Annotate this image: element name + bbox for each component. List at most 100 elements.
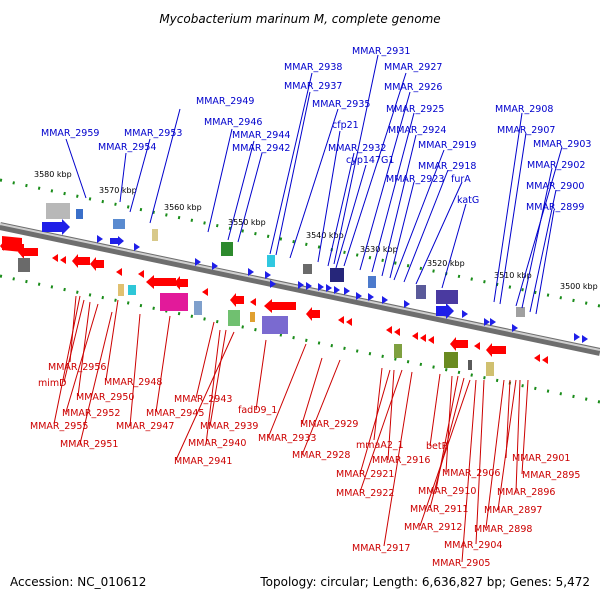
gene-arrow[interactable] — [202, 288, 208, 296]
gene-label[interactable]: MMAR_2929 — [300, 419, 358, 430]
gene-label[interactable]: MMAR_2895 — [522, 470, 580, 481]
gene-label[interactable]: MMAR_2921 — [336, 469, 394, 480]
gene-arrow[interactable] — [326, 284, 332, 292]
gene-label[interactable]: MMAR_2912 — [404, 522, 462, 533]
gene-block[interactable] — [160, 293, 188, 311]
gene-label[interactable]: mimD — [38, 378, 66, 389]
gene-label[interactable]: MMAR_2901 — [512, 453, 570, 464]
gene-block[interactable] — [468, 360, 472, 370]
gene-label[interactable]: MMAR_2952 — [62, 408, 120, 419]
gene-label[interactable]: MMAR_2937 — [284, 81, 342, 92]
gene-arrow[interactable] — [428, 336, 434, 344]
gene-label[interactable]: fadD9_1 — [238, 405, 277, 416]
gene-label[interactable]: MMAR_2939 — [200, 421, 258, 432]
gene-label[interactable]: MMAR_2943 — [174, 394, 232, 405]
gene-block[interactable] — [394, 344, 402, 358]
gene-block[interactable] — [46, 203, 70, 219]
gene-label[interactable]: MMAR_2923 — [386, 174, 444, 185]
gene-label[interactable]: MMAR_2900 — [526, 181, 584, 192]
gene-arrow[interactable] — [264, 299, 296, 313]
gene-arrow[interactable] — [116, 268, 122, 276]
gene-label[interactable]: MMAR_2947 — [116, 421, 174, 432]
gene-label[interactable]: MMAR_2927 — [384, 62, 442, 73]
gene-block[interactable] — [330, 268, 344, 282]
gene-label[interactable]: MMAR_2899 — [526, 202, 584, 213]
gene-label[interactable]: MMAR_2948 — [104, 377, 162, 388]
gene-label[interactable]: MMAR_2932 — [328, 143, 386, 154]
gene-block[interactable] — [444, 352, 458, 368]
gene-label[interactable]: MMAR_2942 — [232, 143, 290, 154]
gene-label[interactable]: furA — [451, 174, 471, 185]
gene-arrow[interactable] — [72, 254, 90, 268]
gene-arrow[interactable] — [110, 236, 124, 246]
gene-arrow[interactable] — [450, 337, 468, 351]
gene-label[interactable]: MMAR_2925 — [386, 104, 444, 115]
gene-label[interactable]: cfp21 — [332, 120, 359, 131]
gene-arrow[interactable] — [248, 268, 254, 276]
gene-arrow[interactable] — [174, 276, 188, 290]
gene-block[interactable] — [113, 219, 125, 229]
gene-block[interactable] — [76, 209, 83, 219]
gene-arrow[interactable] — [412, 332, 418, 340]
gene-arrow[interactable] — [368, 293, 374, 301]
gene-label[interactable]: katG — [457, 195, 479, 206]
gene-label[interactable]: MMAR_2950 — [76, 392, 134, 403]
gene-block[interactable] — [18, 258, 30, 272]
gene-arrow[interactable] — [338, 316, 344, 324]
gene-arrow[interactable] — [195, 258, 201, 266]
gene-arrow[interactable] — [542, 356, 548, 364]
gene-label[interactable]: MMAR_2924 — [388, 125, 446, 136]
gene-arrow[interactable] — [474, 342, 480, 350]
gene-label[interactable]: MMAR_2919 — [418, 140, 476, 151]
gene-arrow[interactable] — [250, 298, 256, 306]
gene-block[interactable] — [118, 284, 124, 296]
gene-block[interactable] — [128, 285, 136, 295]
gene-arrow[interactable] — [60, 256, 66, 264]
gene-arrow[interactable] — [484, 318, 490, 326]
gene-block[interactable] — [228, 310, 240, 326]
gene-arrow[interactable] — [436, 303, 454, 319]
gene-label[interactable]: MMAR_2918 — [418, 161, 476, 172]
gene-arrow[interactable] — [146, 275, 176, 289]
gene-label[interactable]: MMAR_2954 — [98, 142, 156, 153]
gene-label[interactable]: MMAR_2905 — [432, 558, 490, 569]
gene-arrow[interactable] — [52, 254, 58, 262]
gene-label[interactable]: MMAR_2908 — [495, 104, 553, 115]
gene-arrow[interactable] — [420, 334, 426, 342]
gene-label[interactable]: MMAR_2931 — [352, 46, 410, 57]
gene-arrow[interactable] — [582, 335, 588, 343]
gene-block[interactable] — [368, 276, 376, 288]
gene-arrow[interactable] — [2, 236, 22, 252]
gene-arrow[interactable] — [298, 281, 304, 289]
gene-arrow[interactable] — [97, 235, 103, 243]
gene-block[interactable] — [303, 264, 312, 274]
gene-arrow[interactable] — [270, 280, 276, 288]
gene-arrow[interactable] — [490, 318, 496, 326]
gene-arrow[interactable] — [486, 343, 506, 357]
gene-arrow[interactable] — [138, 270, 144, 278]
gene-arrow[interactable] — [386, 326, 392, 334]
gene-label[interactable]: MMAR_2911 — [410, 504, 468, 515]
gene-label[interactable]: MMAR_2933 — [258, 433, 316, 444]
gene-label[interactable]: MMAR_2944 — [232, 130, 290, 141]
gene-label[interactable]: MMAR_2945 — [146, 408, 204, 419]
gene-arrow[interactable] — [394, 328, 400, 336]
gene-block[interactable] — [250, 312, 255, 322]
gene-arrow[interactable] — [42, 219, 70, 235]
gene-arrow[interactable] — [346, 318, 352, 326]
gene-arrow[interactable] — [265, 271, 271, 279]
gene-arrow[interactable] — [134, 243, 140, 251]
gene-label[interactable]: MMAR_2910 — [418, 486, 476, 497]
gene-label[interactable]: cyp147G1 — [346, 155, 394, 166]
gene-arrow[interactable] — [212, 262, 218, 270]
gene-label[interactable]: mmaA2_1 — [356, 440, 404, 451]
gene-arrow[interactable] — [534, 354, 540, 362]
gene-label[interactable]: MMAR_2917 — [352, 543, 410, 554]
gene-arrow[interactable] — [334, 286, 340, 294]
gene-label[interactable]: MMAR_2941 — [174, 456, 232, 467]
gene-label[interactable]: MMAR_2946 — [204, 117, 262, 128]
gene-label[interactable]: MMAR_2896 — [497, 487, 555, 498]
gene-block[interactable] — [194, 301, 202, 315]
gene-block[interactable] — [486, 362, 494, 376]
gene-arrow[interactable] — [356, 292, 362, 300]
